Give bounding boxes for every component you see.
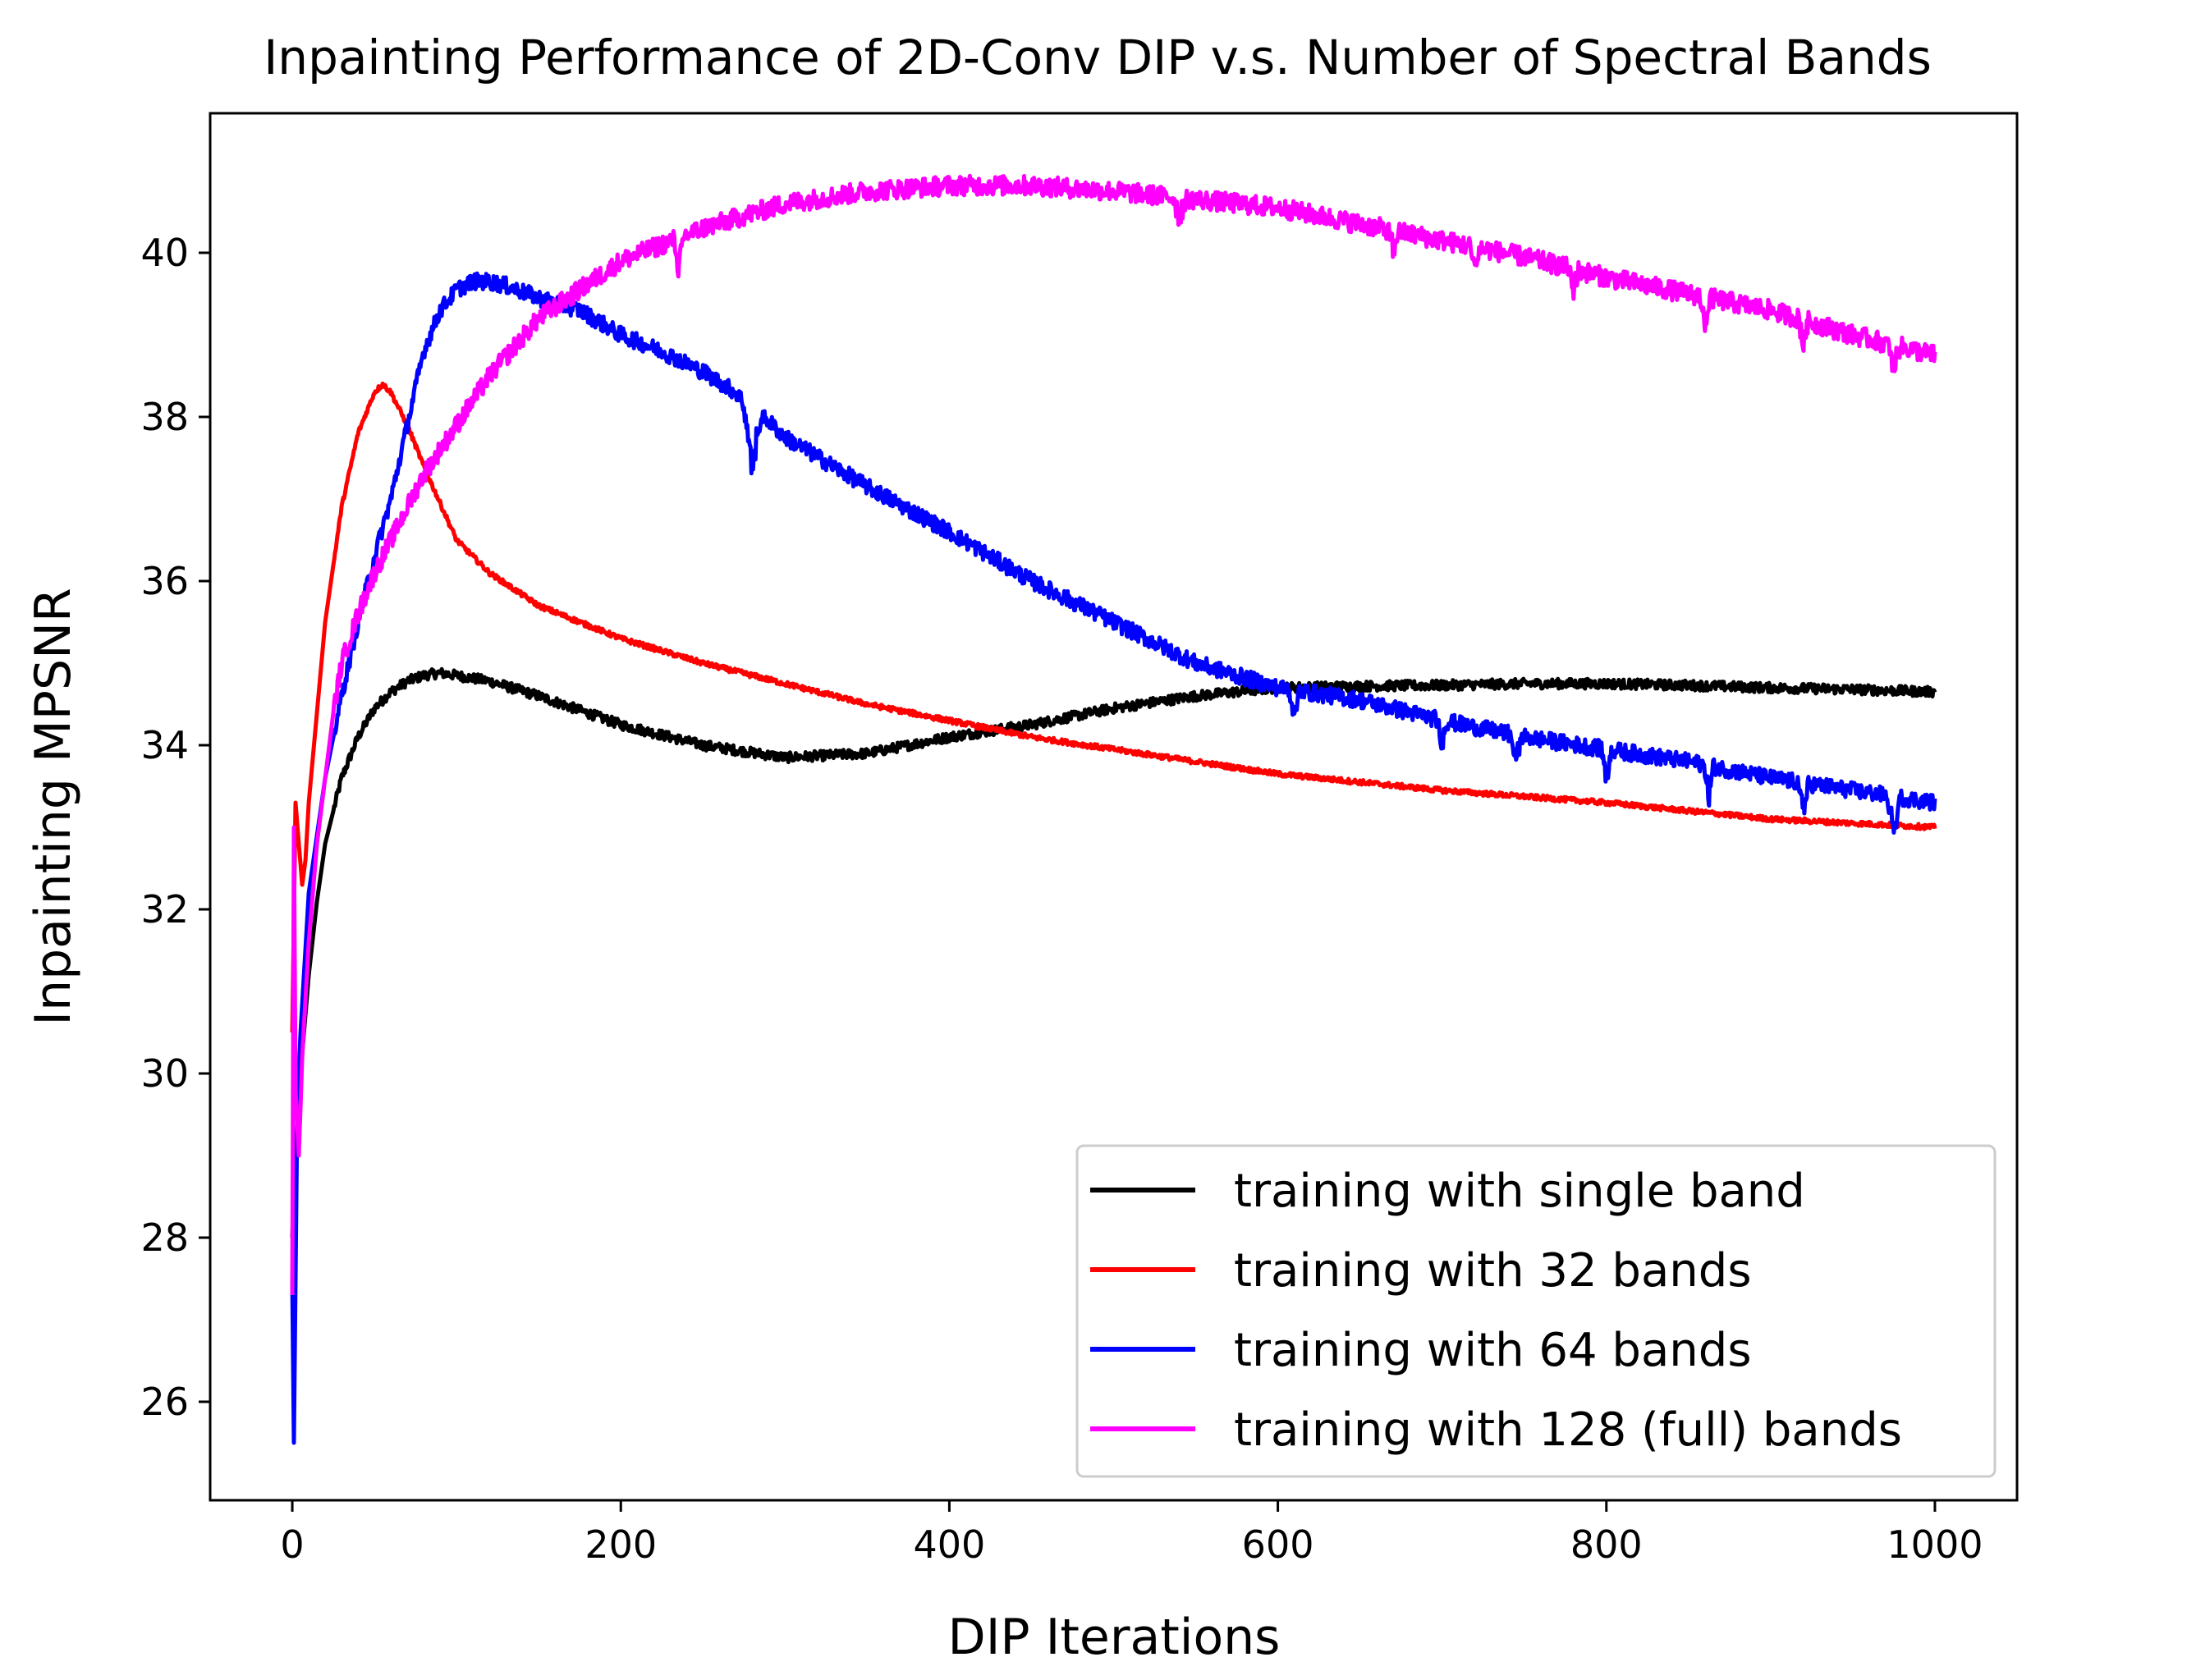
x-axis: 0 200 400 600 800 1000 <box>280 1500 1983 1567</box>
y-axis-label: Inpainting MPSNR <box>25 588 82 1025</box>
x-axis-label: DIP Iterations <box>948 1609 1281 1666</box>
legend-label: training with 32 bands <box>1234 1244 1752 1298</box>
legend-box <box>1075 1144 1997 1478</box>
y-tick-label: 32 <box>140 887 189 932</box>
legend-label: training with 128 (full) bands <box>1234 1403 1902 1457</box>
legend-label: training with 64 bands <box>1234 1324 1752 1377</box>
x-tick-label: 400 <box>914 1522 986 1567</box>
y-tick-label: 36 <box>140 559 189 603</box>
y-tick-label: 38 <box>140 395 189 439</box>
plot-frame <box>209 112 2019 1502</box>
series-layer <box>290 173 1937 1445</box>
y-tick-label: 30 <box>140 1051 189 1096</box>
series-line-1 <box>290 666 1937 1238</box>
legend: training with single band training with 3… <box>1075 1144 1997 1478</box>
series-line-4 <box>290 173 1937 1296</box>
series-line-3 <box>290 271 1937 1445</box>
x-tick-label: 800 <box>1570 1522 1643 1567</box>
chart-title: Inpainting Performance of 2D-Conv DIP v.… <box>264 30 1932 85</box>
series-line-2 <box>290 381 1937 1033</box>
x-tick-label: 200 <box>585 1522 657 1567</box>
x-tick-label: 1000 <box>1887 1522 1983 1567</box>
y-axis: 26 28 30 32 34 36 38 40 <box>140 231 210 1424</box>
legend-label: training with single band <box>1234 1165 1805 1218</box>
x-tick-label: 600 <box>1242 1522 1314 1567</box>
x-tick-label: 0 <box>280 1522 304 1567</box>
y-tick-label: 40 <box>140 231 189 275</box>
y-tick-label: 28 <box>140 1215 189 1260</box>
y-tick-label: 26 <box>140 1380 189 1424</box>
y-tick-label: 34 <box>140 723 189 767</box>
